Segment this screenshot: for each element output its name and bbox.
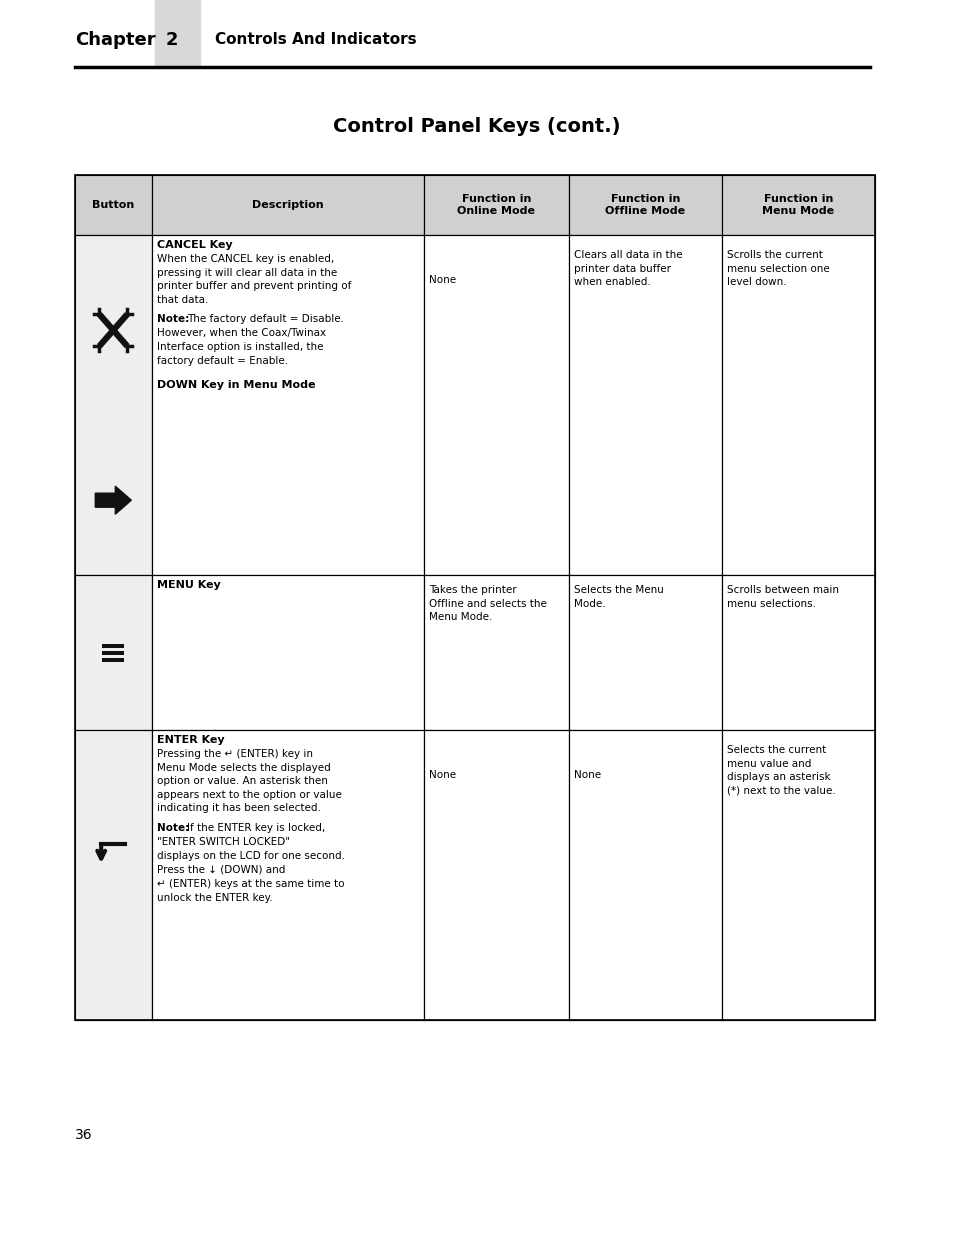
Text: Interface option is installed, the: Interface option is installed, the [156,342,323,352]
Text: When the CANCEL key is enabled,
pressing it will clear all data in the
printer b: When the CANCEL key is enabled, pressing… [156,254,351,305]
Bar [154,0,200,65]
Text: Press the ↓ (DOWN) and: Press the ↓ (DOWN) and [156,864,285,876]
Text: ↵ (ENTER) keys at the same time to: ↵ (ENTER) keys at the same time to [156,879,344,889]
Bar [75,730,152,1020]
Text: Clears all data in the
printer data buffer
when enabled.: Clears all data in the printer data buff… [573,249,681,288]
Bar [152,235,423,576]
Text: Scrolls the current
menu selection one
level down.: Scrolls the current menu selection one l… [726,249,829,288]
Text: Function in
Menu Mode: Function in Menu Mode [761,194,834,216]
Bar [721,235,874,576]
Text: Selects the Menu
Mode.: Selects the Menu Mode. [573,585,662,609]
Text: 2: 2 [166,31,178,49]
Text: Pressing the ↵ (ENTER) key in
Menu Mode selects the displayed
option or value. A: Pressing the ↵ (ENTER) key in Menu Mode … [156,748,341,814]
Text: Control Panel Keys (cont.): Control Panel Keys (cont.) [333,117,620,137]
Text: ENTER Key: ENTER Key [156,735,224,745]
Bar [568,175,721,235]
Text: Note:: Note: [156,314,189,324]
Text: Description: Description [252,200,323,210]
Text: Note:: Note: [156,823,189,832]
Bar [152,730,423,1020]
Bar [721,175,874,235]
Bar [721,576,874,730]
Text: However, when the Coax/Twinax: However, when the Coax/Twinax [156,329,325,338]
Bar [75,175,152,235]
Text: 36: 36 [75,1128,92,1142]
Text: Button: Button [92,200,134,210]
Bar [568,576,721,730]
Bar [152,576,423,730]
Bar [568,235,721,576]
Text: displays on the LCD for one second.: displays on the LCD for one second. [156,851,344,861]
Bar [423,235,568,576]
Text: Controls And Indicators: Controls And Indicators [214,32,416,47]
Text: Chapter: Chapter [75,31,155,49]
Text: Selects the current
menu value and
displays an asterisk
(*) next to the value.: Selects the current menu value and displ… [726,745,835,795]
Text: Takes the printer
Offline and selects the
Menu Mode.: Takes the printer Offline and selects th… [429,585,546,622]
Bar [102,643,124,647]
Text: Scrolls between main
menu selections.: Scrolls between main menu selections. [726,585,838,609]
Bar [102,657,124,662]
Bar [423,175,568,235]
Bar [152,175,423,235]
Text: None: None [573,769,600,781]
Bar [423,576,568,730]
Text: factory default = Enable.: factory default = Enable. [156,356,288,366]
Text: CANCEL Key: CANCEL Key [156,240,232,249]
Bar [75,175,874,1020]
Bar [423,730,568,1020]
Text: unlock the ENTER key.: unlock the ENTER key. [156,893,272,903]
Polygon shape [95,487,132,514]
Text: None: None [429,769,456,781]
Text: None: None [429,275,456,285]
Text: "ENTER SWITCH LOCKED": "ENTER SWITCH LOCKED" [156,837,290,847]
Text: DOWN Key in Menu Mode: DOWN Key in Menu Mode [156,380,314,390]
Bar [75,576,152,730]
Text: If the ENTER key is locked,: If the ENTER key is locked, [187,823,325,832]
Bar [721,730,874,1020]
Text: MENU Key: MENU Key [156,580,220,590]
Bar [75,235,152,576]
Text: The factory default = Disable.: The factory default = Disable. [187,314,343,324]
Bar [102,651,124,655]
Text: Function in
Offline Mode: Function in Offline Mode [604,194,684,216]
Text: Function in
Online Mode: Function in Online Mode [456,194,535,216]
Bar [568,730,721,1020]
